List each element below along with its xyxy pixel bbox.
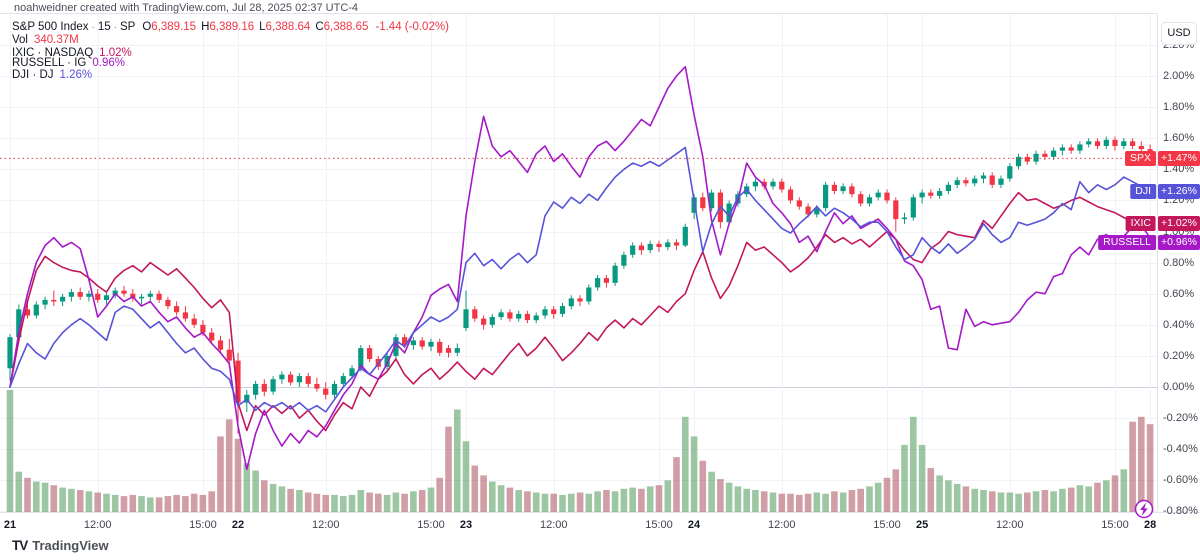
price-tick-label: 0.20% [1163, 349, 1195, 362]
time-tick-label: 15:00 [417, 519, 445, 531]
time-tick-label: 21 [3, 519, 17, 531]
series-tag-value-russell: +0.96% [1158, 234, 1200, 250]
time-tick-label: 25 [915, 519, 929, 531]
time-tick-label: 23 [459, 519, 473, 531]
legend-compare-ixic[interactable]: IXIC · NASDAQ 1.02% [12, 47, 132, 59]
series-tag-value-spx: +1.47% [1158, 150, 1200, 166]
price-tick-label: 1.60% [1163, 132, 1195, 145]
price-tick-label: 0.00% [1163, 381, 1195, 393]
volume-value: 340.37M [34, 34, 79, 46]
legend-separator: · [113, 22, 117, 33]
price-tick-label: -0.60% [1163, 474, 1198, 487]
price-tick-label: 0.80% [1163, 256, 1195, 269]
compare-line-dji [9, 146, 1151, 413]
candles-layer [7, 136, 1153, 434]
time-tick-label: 15:00 [189, 519, 217, 531]
tradingview-logo[interactable]: TV TradingView [12, 536, 109, 554]
compare-value: 1.26% [59, 69, 93, 81]
price-tick-label: -0.40% [1163, 443, 1198, 456]
pane-borders [0, 13, 1200, 513]
series-tag-value-ixic: +1.02% [1158, 216, 1200, 232]
price-tick-label: 2.00% [1163, 70, 1195, 82]
compare-label: DJI · DJ [12, 69, 54, 81]
symbol-interval[interactable]: 15 [97, 21, 111, 33]
legend-compare-dji[interactable]: DJI · DJ 1.26% [12, 69, 92, 81]
time-tick-label: 15:00 [645, 519, 673, 531]
time-tick-label: 24 [687, 519, 701, 531]
creator-watermark: noahweidner created with TradingView.com… [14, 2, 359, 14]
time-tick-label: 22 [231, 519, 245, 531]
symbol-title[interactable]: S&P 500 Index [12, 21, 89, 33]
time-tick-label: 12:00 [83, 519, 112, 531]
compare-label: IXIC · NASDAQ [12, 47, 94, 59]
legend-symbol-row[interactable]: S&P 500 Index · 15 · SP O6,389.15 H6,389.16 L6,… [12, 21, 449, 33]
time-tick-label: 28 [1143, 519, 1157, 531]
volume-bars-layer [6, 390, 1154, 512]
compare-label: RUSSELL · IG [12, 57, 87, 69]
ohlc-values: O6,389.15 H6,389.16 L6,388.64 C6,388.65 [142, 21, 369, 33]
compare-line-russell [9, 65, 1151, 471]
tradingview-logo-icon: TV [12, 537, 28, 553]
legend-compare-russell[interactable]: RUSSELL · IG 0.96% [12, 57, 125, 69]
volume-label: Vol [12, 34, 28, 46]
price-tick-label: 0.60% [1163, 287, 1195, 300]
series-tag-ixic: IXIC [1125, 216, 1156, 232]
compare-line-ixic [9, 191, 1151, 432]
symbol-change: -1.44 (-0.02%) [375, 21, 449, 33]
series-tag-dji: DJI [1130, 183, 1156, 199]
series-tag-russell: RUSSELL [1098, 234, 1156, 250]
symbol-exchange: SP [120, 21, 136, 33]
legend-volume-row[interactable]: Vol 340.37M [12, 34, 79, 46]
time-tick-label: 15:00 [1101, 519, 1129, 531]
price-tick-label: -0.80% [1163, 505, 1198, 518]
price-tick-label: 0.40% [1163, 318, 1195, 331]
currency-unit-button[interactable]: USD [1161, 22, 1197, 45]
flash-icon[interactable] [1134, 499, 1154, 519]
compare-value: 1.02% [99, 47, 132, 59]
time-tick-label: 12:00 [311, 519, 340, 531]
time-tick-label: 15:00 [873, 519, 901, 531]
tradingview-wordmark: TradingView [32, 537, 109, 553]
time-scale-axis[interactable]: 21 12:00 15:00 22 12:00 15:00 23 12:00 15:00 24 12… [0, 513, 1200, 535]
time-tick-label: 12:00 [996, 519, 1024, 531]
price-scale-axis[interactable]: 2.20%2.00%1.80%1.60%1.40%1.20%1.00%0.80%… [1158, 13, 1200, 518]
legend-separator: · [91, 22, 95, 33]
compare-value: 0.96% [92, 57, 125, 69]
time-tick-label: 12:00 [767, 519, 796, 531]
price-tick-label: -0.20% [1163, 412, 1198, 425]
price-tick-label: 1.80% [1163, 101, 1195, 114]
time-tick-label: 12:00 [539, 519, 568, 531]
series-tag-value-dji: +1.26% [1158, 183, 1200, 199]
series-tag-spx: SPX [1124, 150, 1156, 166]
price-tick-label: 1.40% [1163, 163, 1195, 176]
grid-layer [0, 14, 1157, 512]
